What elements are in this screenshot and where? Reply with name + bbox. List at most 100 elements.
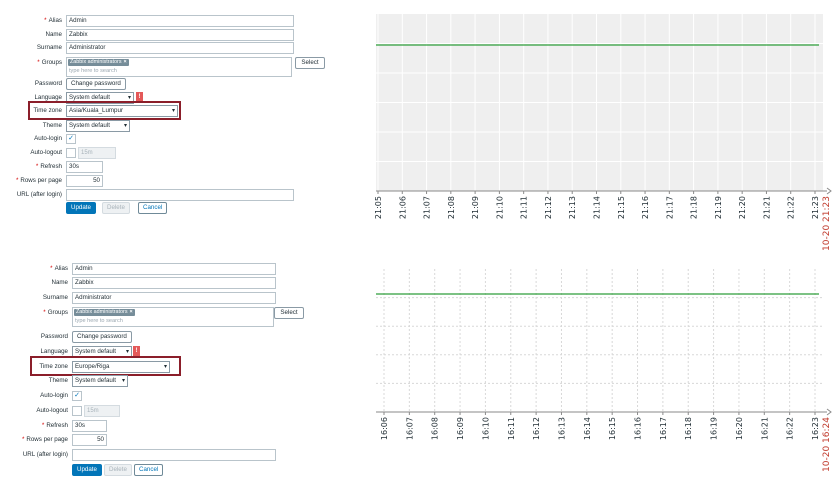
- chevron-down-icon: ▾: [125, 349, 129, 355]
- select-groups-button[interactable]: Select: [295, 57, 325, 69]
- panel-europe-timezone: * Alias Admin Name Zabbix Surname Adminis…: [0, 255, 840, 480]
- tick-label: 21:21: [762, 196, 771, 219]
- update-button[interactable]: Update: [72, 464, 102, 476]
- surname-label: Surname: [36, 44, 62, 51]
- timezone-highlight-box: [30, 356, 181, 376]
- cancel-button[interactable]: Cancel: [138, 202, 168, 214]
- tick-label: 16:11: [507, 417, 516, 440]
- tick-label: 21:15: [617, 196, 626, 219]
- autologin-label: Auto-login: [40, 392, 68, 399]
- groups-multiselect[interactable]: Zabbix administrators × type here to sear…: [66, 57, 292, 77]
- tick-label: 16:18: [684, 417, 693, 440]
- autologin-checkbox[interactable]: ✓: [66, 134, 76, 144]
- delete-button: Delete: [102, 202, 130, 214]
- group-tag: Zabbix administrators ×: [74, 309, 135, 316]
- tick-label: 21:09: [471, 196, 480, 219]
- url-input[interactable]: [66, 189, 294, 201]
- rows-per-page-label: * Rows per page: [15, 177, 62, 184]
- rows-per-page-label: * Rows per page: [21, 436, 68, 443]
- tick-label: 21:16: [641, 196, 650, 219]
- graph-b-svg: 16:06 16:07 16:08 16:09 16:10 16:11 16:12 16:13…: [376, 269, 832, 472]
- tick-label: 16:13: [557, 417, 566, 440]
- exclamation-icon[interactable]: !: [136, 92, 143, 102]
- end-time-label: 10-20 16:24: [822, 417, 832, 472]
- autologout-label: Auto-logout: [36, 407, 68, 414]
- close-icon[interactable]: ×: [129, 309, 133, 315]
- tick-label: 21:11: [520, 196, 529, 219]
- groups-label: * Groups: [43, 309, 68, 316]
- x-axis-arrow: [826, 187, 832, 195]
- name-label: Name: [51, 279, 68, 286]
- name-label: Name: [45, 31, 62, 38]
- tick-label: 21:14: [593, 196, 602, 219]
- theme-select[interactable]: System default ▾: [72, 375, 128, 387]
- timezone-highlight-box: [28, 101, 181, 120]
- surname-label: Surname: [42, 294, 68, 301]
- groups-search-placeholder[interactable]: type here to search: [75, 318, 123, 324]
- alias-label: * Alias: [44, 17, 62, 24]
- autologout-input: 15m: [84, 405, 120, 417]
- close-icon[interactable]: ×: [123, 59, 127, 65]
- tick-label: 16:06: [380, 417, 389, 440]
- check-icon: ✓: [74, 392, 80, 399]
- graph-b: 16:06 16:07 16:08 16:09 16:10 16:11 16:12 16:13…: [376, 269, 834, 480]
- refresh-input[interactable]: 30s: [66, 161, 103, 173]
- exclamation-icon[interactable]: !: [133, 346, 140, 356]
- tick-label: 16:12: [532, 417, 541, 440]
- name-input[interactable]: Zabbix: [72, 277, 276, 289]
- groups-search-placeholder[interactable]: type here to search: [69, 68, 117, 74]
- alias-input[interactable]: Admin: [72, 263, 276, 275]
- tick-label: 21:06: [398, 196, 407, 219]
- change-password-button[interactable]: Change password: [72, 331, 132, 343]
- autologin-checkbox[interactable]: ✓: [72, 391, 82, 401]
- autologout-label: Auto-logout: [30, 149, 62, 156]
- tick-label: 21:20: [738, 196, 747, 219]
- chevron-down-icon: ▾: [121, 378, 125, 384]
- select-groups-button[interactable]: Select: [274, 307, 304, 319]
- tick-label: 16:15: [608, 417, 617, 440]
- refresh-input[interactable]: 30s: [72, 420, 107, 432]
- tick-label: 16:22: [786, 417, 795, 440]
- x-axis-arrow: [826, 408, 832, 416]
- autologout-checkbox[interactable]: [66, 148, 76, 158]
- url-label: URL (after login): [16, 191, 62, 198]
- tick-label: 21:13: [568, 196, 577, 219]
- url-label: URL (after login): [22, 451, 68, 458]
- autologout-checkbox[interactable]: [72, 406, 82, 416]
- alias-input[interactable]: Admin: [66, 15, 294, 27]
- tick-label: 16:21: [760, 417, 769, 440]
- timezone-select[interactable]: Europe/Riga ▾: [72, 361, 170, 373]
- url-input[interactable]: [72, 449, 276, 461]
- tick-label: 21:17: [665, 196, 674, 219]
- user-form: * Alias Admin Name Zabbix Surname Adminis…: [0, 0, 370, 240]
- tick-label: 21:18: [690, 196, 699, 219]
- tick-label: 16:07: [405, 417, 414, 440]
- tick-label: 21:23: [811, 196, 820, 219]
- tick-label: 21:05: [374, 196, 383, 219]
- chevron-down-icon: ▾: [171, 108, 175, 114]
- refresh-label: * Refresh: [35, 163, 62, 170]
- timezone-select[interactable]: Asia/Kuala_Lumpur ▾: [66, 105, 178, 117]
- password-label: Password: [40, 333, 68, 340]
- tick-label: 16:09: [456, 417, 465, 440]
- password-label: Password: [34, 80, 62, 87]
- change-password-button[interactable]: Change password: [66, 78, 126, 90]
- tick-label: 16:20: [735, 417, 744, 440]
- surname-input[interactable]: Administrator: [72, 292, 276, 304]
- tick-label: 21:19: [714, 196, 723, 219]
- update-button[interactable]: Update: [66, 202, 96, 214]
- rows-per-page-input[interactable]: 50: [66, 175, 103, 187]
- end-time-label: 10-20 21:23: [822, 196, 832, 251]
- groups-multiselect[interactable]: Zabbix administrators × type here to sear…: [72, 307, 274, 327]
- theme-select[interactable]: System default ▾: [66, 120, 130, 132]
- chevron-down-icon: ▾: [163, 364, 167, 370]
- surname-input[interactable]: Administrator: [66, 42, 294, 54]
- cancel-button[interactable]: Cancel: [134, 464, 164, 476]
- tick-label: 21:10: [495, 196, 504, 219]
- rows-per-page-input[interactable]: 50: [72, 434, 107, 446]
- tick-label: 16:14: [583, 417, 592, 440]
- name-input[interactable]: Zabbix: [66, 29, 294, 41]
- autologout-input: 15m: [78, 147, 116, 159]
- group-tag: Zabbix administrators ×: [68, 59, 129, 66]
- user-form: * Alias Admin Name Zabbix Surname Adminis…: [6, 255, 376, 480]
